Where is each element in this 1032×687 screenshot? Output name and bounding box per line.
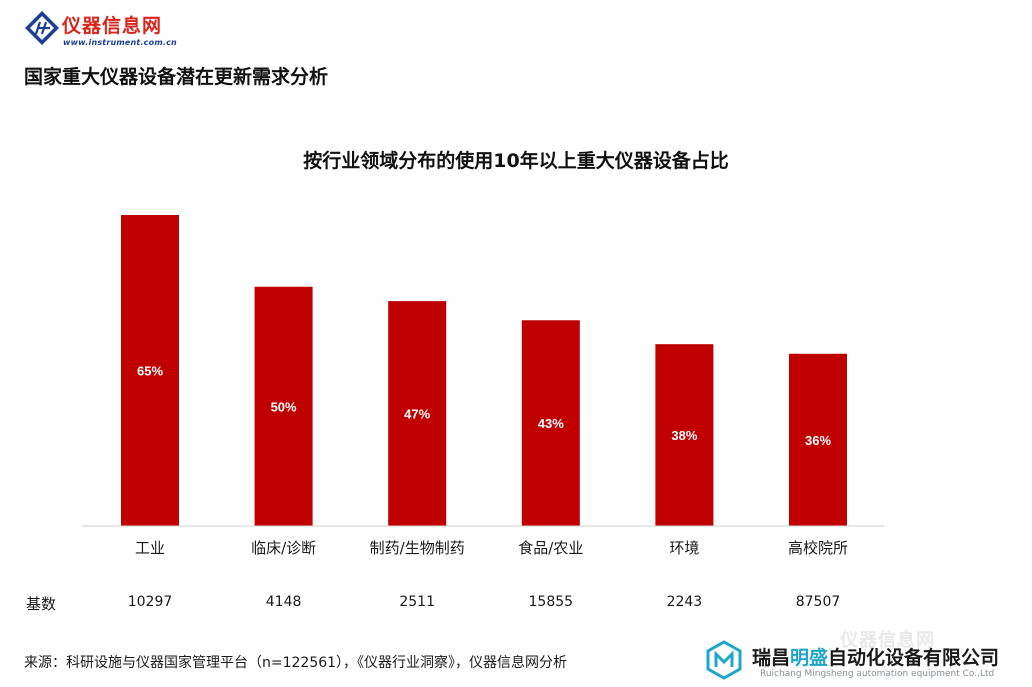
x-tick-label: 临床/诊断 — [251, 539, 316, 557]
bar — [789, 353, 847, 526]
chart-title: 按行业领域分布的使用10年以上重大仪器设备占比 — [303, 150, 729, 172]
x-tick-label: 食品/农业 — [518, 539, 583, 557]
bar-value-label: 47% — [404, 407, 430, 422]
company-logo-icon — [706, 640, 742, 680]
bar-value-label: 65% — [137, 364, 163, 379]
x-tick-label: 工业 — [135, 539, 165, 557]
logo-url: www.instrument.com.cn — [63, 38, 177, 47]
base-row-value: 2511 — [399, 594, 435, 610]
bar-value-label: 50% — [271, 399, 297, 414]
bar — [254, 286, 313, 526]
base-row-value: 15855 — [528, 594, 574, 610]
base-row-label: 基数 — [26, 595, 57, 613]
bar-value-label: 38% — [671, 428, 697, 443]
bar-value-label: 36% — [805, 433, 831, 448]
bar — [521, 320, 580, 526]
company-name: 瑞昌明盛自动化设备有限公司 — [752, 647, 1000, 669]
bar-chart: 65% 50% 47% 43% 38% 36% 工业 临床/诊断 制药/生物制药 食品/农业 环境… — [82, 215, 884, 557]
site-logo[interactable]: 仪器信息网 www.instrument.com.cn — [22, 8, 177, 50]
bar — [655, 344, 714, 526]
company-name-en: Ruichang Mingsheng automation equipment … — [760, 669, 995, 679]
logo-name: 仪器信息网 — [62, 15, 163, 37]
x-tick-label: 制药/生物制药 — [370, 539, 465, 557]
base-row-value: 2243 — [666, 594, 703, 610]
x-tick-label: 高校院所 — [788, 539, 848, 557]
source-note: 来源：科研设施与仪器国家管理平台（n=122561），《仪器行业洞察》，仪器信息… — [24, 655, 568, 671]
company-watermark: 仪器信息网 瑞昌明盛自动化设备有限公司 Ruichang Mingsheng a… — [700, 626, 1030, 684]
watermark-ghost-text: 仪器信息网 — [840, 630, 935, 651]
base-row-value: 87507 — [795, 594, 841, 610]
logo-mark-icon — [25, 11, 59, 45]
bar — [121, 215, 179, 526]
bar — [388, 301, 447, 526]
base-row-value: 10297 — [127, 594, 173, 610]
page-title: 国家重大仪器设备潜在更新需求分析 — [24, 66, 329, 88]
base-row-value: 4148 — [265, 594, 302, 610]
bar-value-label: 43% — [538, 416, 564, 431]
x-tick-label: 环境 — [669, 539, 699, 557]
